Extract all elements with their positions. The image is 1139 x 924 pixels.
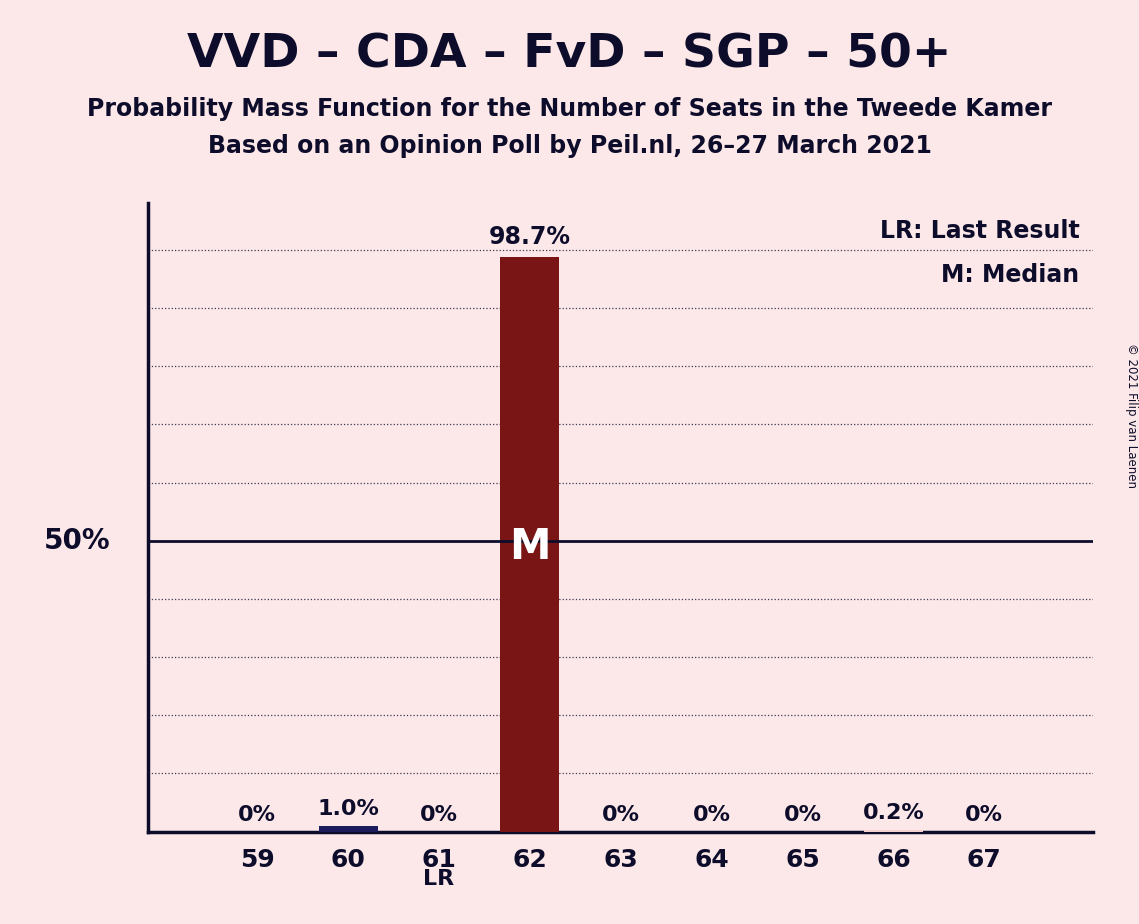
Text: VVD – CDA – FvD – SGP – 50+: VVD – CDA – FvD – SGP – 50+ [187,32,952,78]
Text: M: Median: M: Median [941,263,1080,287]
Text: LR: LR [424,869,454,890]
Bar [863,831,923,832]
Text: 50%: 50% [43,527,110,554]
Text: Based on an Opinion Poll by Peil.nl, 26–27 March 2021: Based on an Opinion Poll by Peil.nl, 26–… [207,134,932,158]
Text: Probability Mass Function for the Number of Seats in the Tweede Kamer: Probability Mass Function for the Number… [87,97,1052,121]
Bar [500,258,559,832]
Text: 0%: 0% [601,805,640,824]
Bar [319,826,378,832]
Text: 0%: 0% [784,805,821,824]
Text: 0.2%: 0.2% [862,804,925,823]
Text: M: M [509,526,550,567]
Text: 0%: 0% [966,805,1003,824]
Text: 0%: 0% [693,805,730,824]
Text: 0%: 0% [420,805,458,824]
Text: 1.0%: 1.0% [317,799,379,819]
Text: © 2021 Filip van Laenen: © 2021 Filip van Laenen [1124,344,1138,488]
Text: 98.7%: 98.7% [489,225,571,249]
Text: 0%: 0% [238,805,276,824]
Text: LR: Last Result: LR: Last Result [879,219,1080,243]
